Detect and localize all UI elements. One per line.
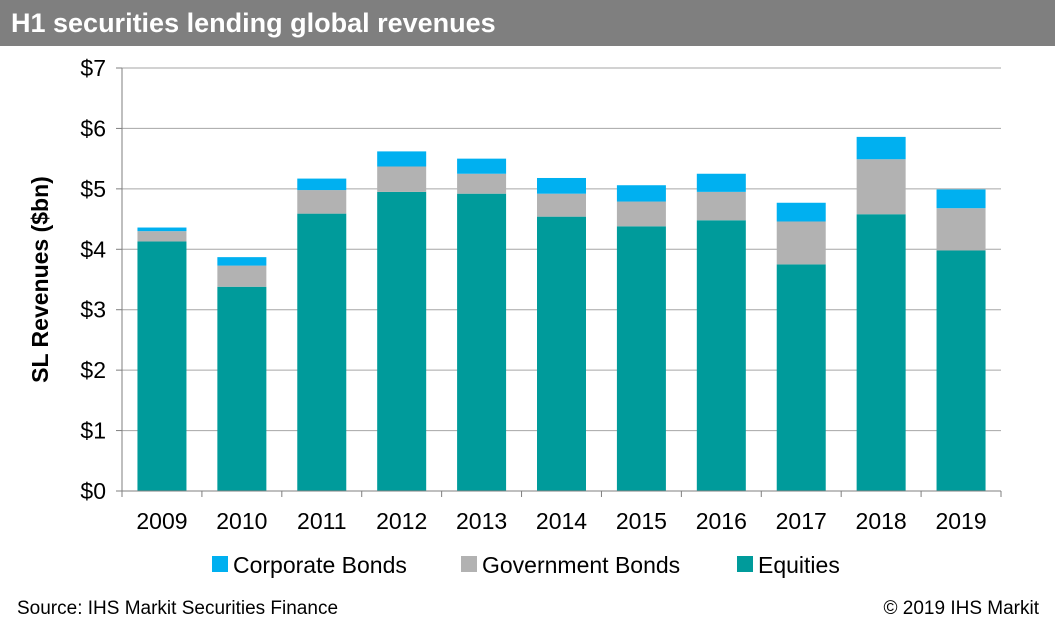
y-tick-label: $3 xyxy=(80,297,106,323)
x-tick-label: 2014 xyxy=(536,508,587,534)
y-axis-label: SL Revenues ($bn) xyxy=(27,176,53,383)
bar-equities-2013 xyxy=(457,193,507,492)
y-tick-label: $7 xyxy=(80,55,106,81)
x-tick-label: 2009 xyxy=(136,508,187,534)
x-tick-label: 2013 xyxy=(456,508,507,534)
bar-corporate-bonds-2017 xyxy=(776,202,826,222)
bar-government-bonds-2016 xyxy=(696,191,746,221)
bar-equities-2012 xyxy=(377,191,427,491)
bar-government-bonds-2019 xyxy=(936,208,986,251)
x-tick-label: 2011 xyxy=(297,508,346,534)
bar-government-bonds-2014 xyxy=(537,193,586,217)
title-bar: H1 securities lending global revenues xyxy=(0,0,1055,46)
bar-equities-2017 xyxy=(776,264,826,491)
stacked-bar-chart: $0 $1 $2 $3 $4 $5 $6 $7 SL Revenues ($bn) 2009 201… xyxy=(27,55,1002,578)
bar-equities-2018 xyxy=(856,214,906,492)
legend-label-government-bonds: Government Bonds xyxy=(482,552,680,578)
bar-corporate-bonds-2014 xyxy=(537,177,586,194)
legend-swatch-corporate-bonds xyxy=(212,556,228,572)
y-tick-label: $0 xyxy=(80,478,106,504)
x-tick-label: 2010 xyxy=(216,508,267,534)
bar-equities-2016 xyxy=(696,220,746,491)
bar-equities-2019 xyxy=(936,250,986,491)
bar-government-bonds-2018 xyxy=(856,159,906,215)
bar-corporate-bonds-2010 xyxy=(217,257,267,266)
y-tick-label: $2 xyxy=(80,357,106,383)
bar-government-bonds-2017 xyxy=(776,221,826,265)
bar-equities-2009 xyxy=(137,241,187,491)
y-tick-label: $6 xyxy=(80,115,106,141)
legend-swatch-government-bonds xyxy=(461,556,477,572)
bar-corporate-bonds-2009 xyxy=(137,227,187,232)
bar-government-bonds-2013 xyxy=(457,173,507,194)
bar-corporate-bonds-2018 xyxy=(856,136,906,160)
x-tick-label: 2016 xyxy=(696,508,747,534)
x-tick-label: 2018 xyxy=(856,508,907,534)
x-tick-label: 2017 xyxy=(776,508,827,534)
bar-corporate-bonds-2011 xyxy=(297,178,347,191)
legend-label-equities: Equities xyxy=(758,552,840,578)
legend-label-corporate-bonds: Corporate Bonds xyxy=(233,552,407,578)
x-tick-label: 2012 xyxy=(376,508,427,534)
bar-government-bonds-2011 xyxy=(297,190,347,214)
bar-corporate-bonds-2016 xyxy=(696,173,746,192)
y-tick-label: $1 xyxy=(80,418,106,444)
bar-corporate-bonds-2013 xyxy=(457,158,507,174)
y-tick-label: $5 xyxy=(80,176,106,202)
bar-equities-2010 xyxy=(217,286,267,491)
x-tick-label: 2019 xyxy=(935,508,986,534)
bar-equities-2015 xyxy=(616,226,666,491)
bar-government-bonds-2012 xyxy=(377,166,427,192)
bar-equities-2011 xyxy=(297,213,347,491)
bar-corporate-bonds-2015 xyxy=(616,185,666,202)
x-tick-label: 2015 xyxy=(616,508,667,534)
bar-corporate-bonds-2012 xyxy=(377,151,427,167)
source-note: Source: IHS Markit Securities Finance xyxy=(17,598,339,619)
bar-government-bonds-2015 xyxy=(616,201,666,227)
y-tick-label: $4 xyxy=(80,236,106,262)
bar-corporate-bonds-2019 xyxy=(936,189,986,209)
bar-equities-2014 xyxy=(537,216,586,491)
chart-title: H1 securities lending global revenues xyxy=(11,8,496,38)
bar-government-bonds-2010 xyxy=(217,265,267,287)
copyright-note: © 2019 IHS Markit xyxy=(883,598,1040,619)
legend-swatch-equities xyxy=(737,556,753,572)
bar-government-bonds-2009 xyxy=(137,231,187,242)
